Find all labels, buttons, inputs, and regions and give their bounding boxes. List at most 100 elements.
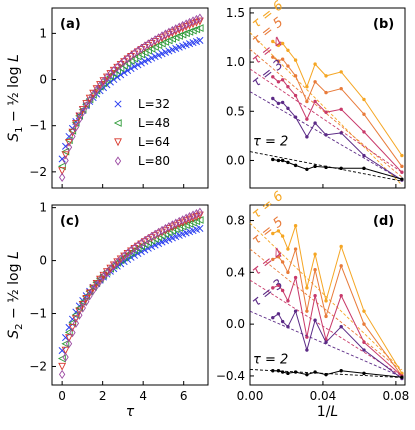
data-point [86,291,93,301]
data-point [362,97,366,102]
data-point [305,309,309,313]
data-point [134,61,142,69]
y-tick-label: 1.0 [226,55,245,69]
data-line [272,275,403,377]
data-point [58,369,66,380]
data-point [182,19,190,29]
data-point [196,224,204,232]
data-point [362,166,366,171]
data-point [271,157,275,162]
tau-label: τ = 2 [253,135,288,150]
data-point [72,122,80,132]
legend-marker [114,138,122,147]
data-point [400,164,404,169]
y-tick-label: −0.4 [216,369,245,383]
data-point [286,270,290,275]
tau-label: τ = 2 [253,352,288,367]
data-point [179,20,186,31]
data-point [107,69,114,79]
data-point [169,25,176,36]
data-point [69,328,76,338]
data-line [272,248,403,377]
series-τ2: τ = 2 [249,135,404,182]
data-point [137,59,145,67]
x-tick-label: 4 [139,389,147,403]
data-point [61,151,70,160]
data-point [65,334,73,343]
data-point [193,209,200,219]
data-point [169,220,176,230]
data-point [305,167,309,172]
y-axis-label: S2 − ½ log L [6,251,25,339]
data-point [280,234,285,238]
data-point [58,155,66,163]
data-point [78,300,87,309]
data-point [120,58,129,67]
data-point [324,74,328,78]
data-point [61,339,70,348]
data-point [79,303,86,313]
data-point [280,260,285,264]
data-point [96,81,104,91]
panel-c: −2 −1 0 1 0 2 4 6 (c) [29,201,209,403]
x-tick-label: 2 [99,389,107,403]
data-point [362,153,366,158]
data-point [305,348,309,352]
data-point [85,289,94,298]
data-point [339,86,343,91]
panel-a: −2 −1 0 1 (a) L=32 L=48 L=64 L=80 [29,7,209,189]
data-point [62,352,69,362]
fit-line [249,68,403,173]
data-point [324,133,328,137]
data-point [362,309,366,313]
data-point [58,172,66,182]
data-point [127,64,135,73]
data-point [280,41,285,46]
data-point [305,286,309,290]
data-point [182,213,190,223]
fit-line [249,222,403,371]
data-point [324,90,328,95]
data-point [324,299,328,303]
data-point [276,312,281,316]
data-point [280,57,285,61]
legend-entry: L=64 [138,135,170,149]
data-point [119,61,128,70]
data-point [61,346,70,355]
data-point [79,107,86,117]
data-point [400,153,404,158]
x-tick-label: 6 [180,389,188,403]
panel-label: (a) [60,17,81,32]
data-point [75,112,84,121]
legend-entry: L=80 [138,154,170,168]
data-point [58,362,67,371]
data-point [286,48,290,52]
data-point [286,64,290,68]
data-point [362,371,366,376]
data-point [76,114,83,124]
y-tick-label: −2 [29,359,47,373]
data-point [72,318,80,328]
data-point [57,354,66,363]
data-point [293,247,298,251]
data-point [293,58,298,62]
data-point [286,160,290,165]
x-axis-label-tau: τ [126,404,135,420]
data-point [176,22,183,32]
data-point [109,69,118,78]
y-tick-label: 0 [39,254,47,268]
data-point [276,80,281,84]
ylabel-S1: S1 − ½ log L [6,54,25,142]
data-point [362,322,366,326]
data-point [313,293,317,298]
data-point [271,96,275,101]
data-point [276,101,281,106]
data-point [196,36,204,45]
data-point [305,99,309,104]
data-point [276,59,281,63]
data-point [64,328,73,337]
data-point [305,135,309,139]
data-point [113,63,122,72]
data-point [362,112,366,116]
